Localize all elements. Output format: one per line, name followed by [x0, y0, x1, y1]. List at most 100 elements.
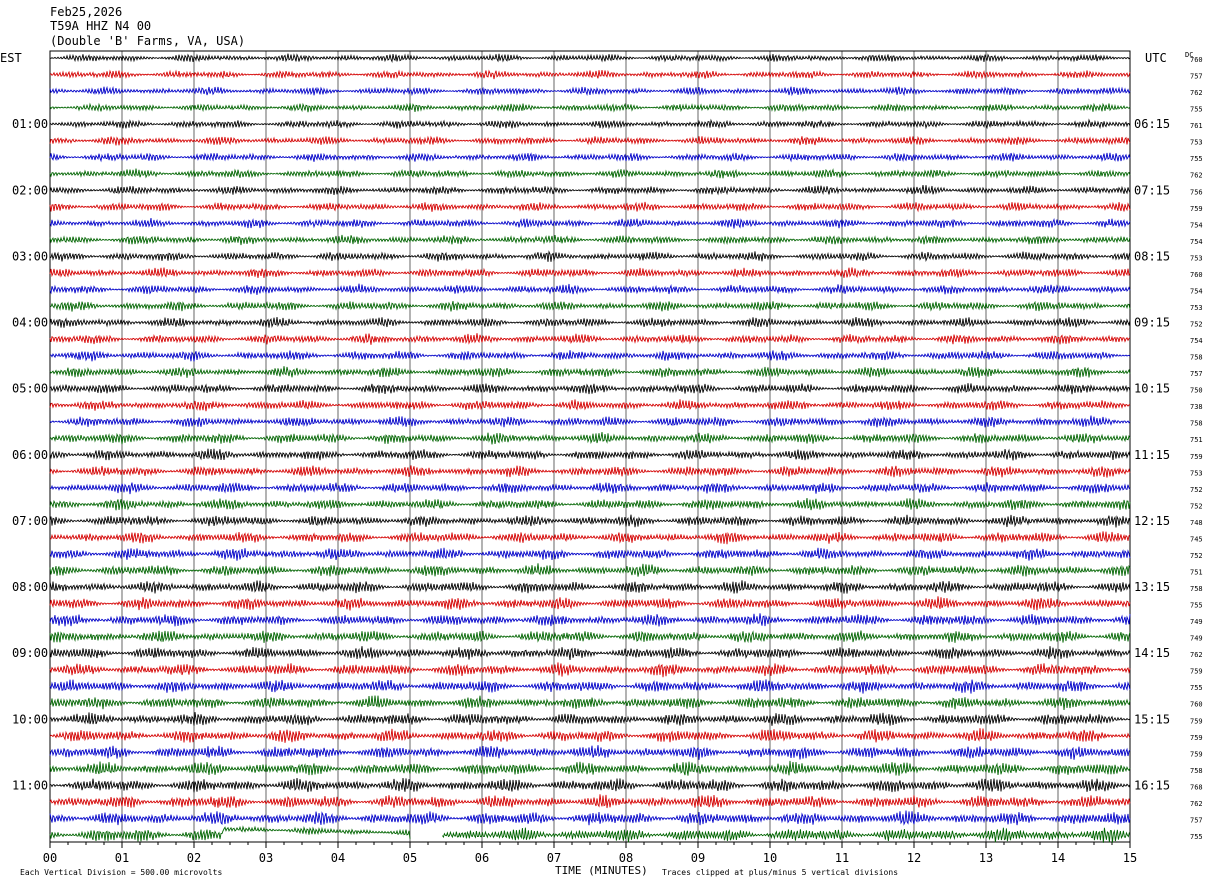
dc-offset-label: 759 — [1190, 668, 1203, 676]
left-hour-label: 01:00 — [12, 117, 48, 131]
dc-offset-label: 757 — [1190, 73, 1203, 81]
dc-offset-label: 751 — [1190, 569, 1203, 577]
clip-note: Traces clipped at plus/minus 5 vertical … — [662, 868, 898, 877]
dc-offset-label: 759 — [1190, 205, 1203, 213]
dc-offset-label: 753 — [1190, 469, 1203, 477]
dc-offset-label: 760 — [1190, 701, 1203, 709]
seismic-trace — [49, 267, 1131, 279]
dc-offset-label: 760 — [1190, 271, 1203, 279]
right-hour-label: 07:15 — [1134, 183, 1170, 197]
seismic-trace — [49, 760, 1131, 776]
seismic-trace — [49, 563, 1131, 577]
seismic-trace — [50, 482, 1131, 495]
seismic-trace — [49, 102, 1131, 113]
x-axis-title: TIME (MINUTES) — [555, 864, 648, 877]
seismic-trace — [49, 283, 1131, 295]
seismic-trace — [49, 465, 1131, 478]
seismic-trace — [49, 646, 1131, 661]
seismic-trace — [49, 745, 1131, 760]
right-hour-label: 16:15 — [1134, 778, 1170, 792]
right-hour-label: 11:15 — [1134, 448, 1170, 462]
header-station: T59A HHZ N4 00 — [50, 19, 151, 33]
dc-offset-label: 762 — [1190, 89, 1203, 97]
seismic-trace — [49, 85, 1131, 97]
left-hour-label: 04:00 — [12, 316, 48, 330]
dc-offset-label: 754 — [1190, 337, 1203, 345]
right-hour-label: 06:15 — [1134, 117, 1170, 131]
dc-offset-label: 757 — [1190, 817, 1203, 825]
grid-layer — [49, 50, 1131, 848]
dc-offset-label: 752 — [1190, 502, 1203, 510]
dc-offset-label: 759 — [1190, 750, 1203, 758]
seismic-trace — [49, 135, 1131, 146]
x-tick-label: 03 — [259, 851, 273, 865]
left-hour-label: 02:00 — [12, 183, 48, 197]
seismic-trace — [49, 825, 1130, 843]
plot-frame — [49, 50, 1131, 843]
seismic-trace — [49, 712, 1131, 726]
scale-note: Each Vertical Division = 500.00 microvol… — [20, 868, 222, 877]
seismic-trace — [49, 777, 1131, 793]
seismic-trace — [49, 432, 1131, 445]
dc-offset-label: 745 — [1190, 535, 1203, 543]
seismic-trace — [49, 300, 1131, 312]
dc-offset-label: 758 — [1190, 420, 1203, 428]
right-hour-label: 14:15 — [1134, 646, 1170, 660]
seismic-trace — [49, 531, 1131, 545]
dc-offset-label: 768 — [1190, 783, 1203, 791]
seismic-trace — [49, 415, 1131, 428]
left-hour-label: 06:00 — [12, 448, 48, 462]
dc-offset-label: 753 — [1190, 139, 1203, 147]
x-tick-label: 09 — [691, 851, 705, 865]
x-tick-label: 12 — [907, 851, 921, 865]
x-tick-label: 15 — [1123, 851, 1137, 865]
right-timezone-label: UTC — [1145, 51, 1167, 65]
seismic-trace — [49, 547, 1131, 561]
dc-offset-label: 762 — [1190, 651, 1203, 659]
x-tick-label: 10 — [763, 851, 777, 865]
seismic-trace — [49, 399, 1131, 412]
dc-offset-label: 755 — [1190, 155, 1203, 163]
dc-offset-label: 758 — [1190, 354, 1203, 362]
seismic-trace — [49, 630, 1131, 644]
dc-offset-label: 751 — [1190, 436, 1203, 444]
seismic-trace — [49, 662, 1131, 678]
left-hour-label: 07:00 — [12, 514, 48, 528]
dc-offset-label: 754 — [1190, 221, 1203, 229]
dc-offset-label: 753 — [1190, 304, 1203, 312]
x-tick-label: 13 — [979, 851, 993, 865]
dc-offset-label: 752 — [1190, 321, 1203, 329]
x-tick-label: 00 — [43, 851, 57, 865]
seismic-trace — [49, 333, 1131, 345]
left-hour-label: 11:00 — [12, 778, 48, 792]
dc-offset-label: 759 — [1190, 717, 1203, 725]
left-hour-label: 10:00 — [12, 712, 48, 726]
seismic-trace — [49, 810, 1131, 826]
dc-offset-label: 753 — [1190, 254, 1203, 262]
dc-offset-label: 738 — [1190, 403, 1203, 411]
dc-offset-label: 754 — [1190, 238, 1203, 246]
seismic-trace — [49, 250, 1131, 262]
seismic-trace — [49, 201, 1131, 213]
right-hour-label: 08:15 — [1134, 249, 1170, 263]
x-tick-label: 05 — [403, 851, 417, 865]
left-hour-label: 03:00 — [12, 249, 48, 263]
seismic-trace — [49, 184, 1131, 196]
dc-offset-label: 748 — [1190, 519, 1203, 527]
x-tick-label: 14 — [1051, 851, 1065, 865]
dc-offset-label: 749 — [1190, 618, 1203, 626]
label-layer: 00 01 02 03 04 05 06 07 08 09 10 11 12 13 14 15 760 757 76… — [12, 56, 1203, 865]
dc-offset-label: 752 — [1190, 486, 1203, 494]
dc-offset-label: 754 — [1190, 287, 1203, 295]
right-hour-label: 12:15 — [1134, 514, 1170, 528]
dc-offset-label: 749 — [1190, 635, 1203, 643]
left-hour-label: 05:00 — [12, 382, 48, 396]
x-tick-label: 04 — [331, 851, 345, 865]
left-hour-label: 09:00 — [12, 646, 48, 660]
x-tick-label: 11 — [835, 851, 849, 865]
seismic-trace — [49, 366, 1131, 378]
header-date: Feb25,2026 — [50, 5, 122, 19]
dc-offset-label: 759 — [1190, 734, 1203, 742]
seismic-trace — [49, 728, 1131, 743]
